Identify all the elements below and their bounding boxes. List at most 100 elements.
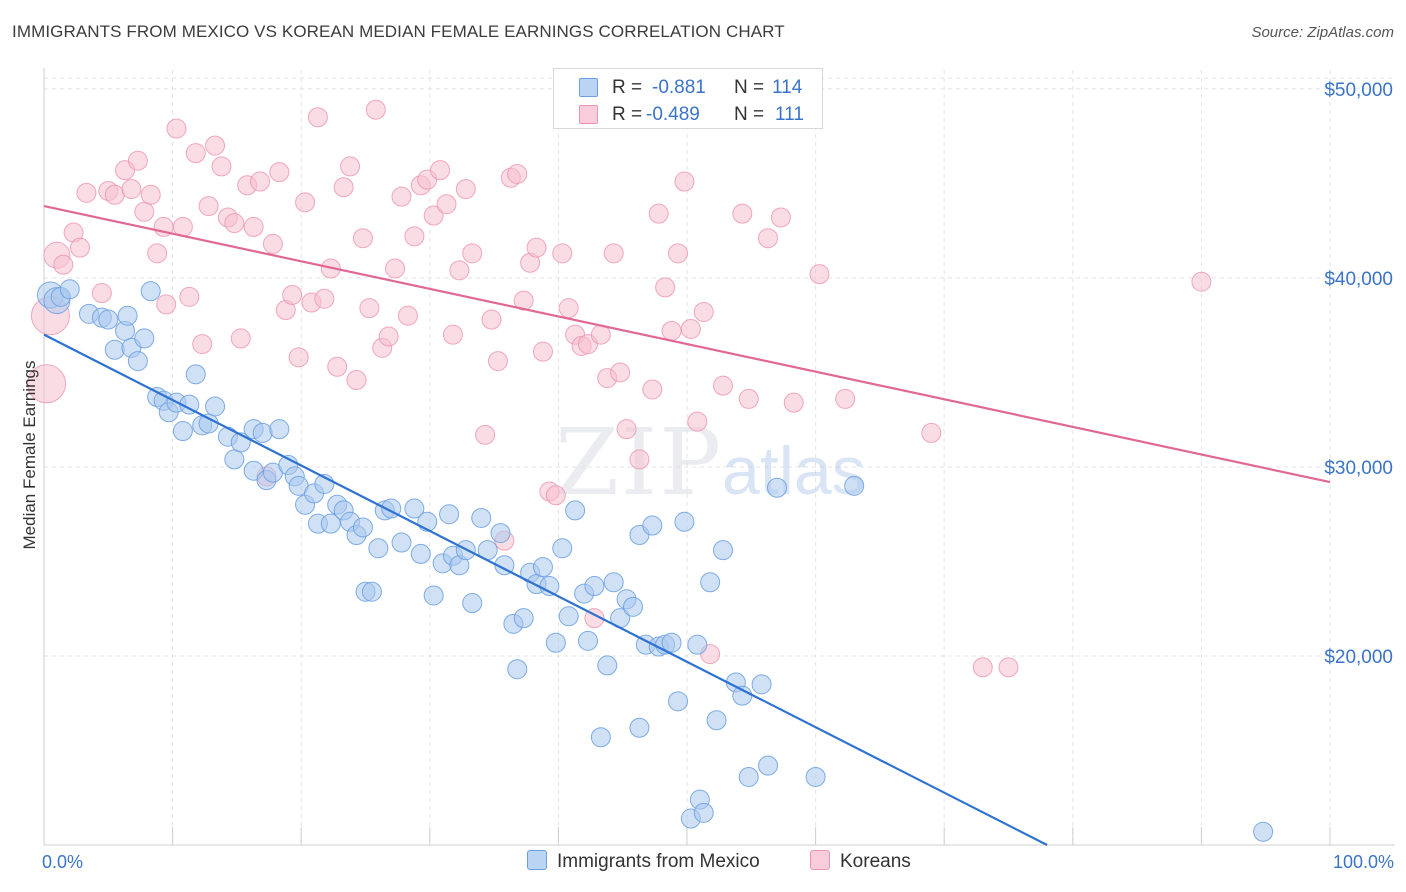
correlation-legend: R = -0.881 N = 114 R = -0.489 N = 111 xyxy=(553,68,823,129)
mexico-point xyxy=(471,507,492,528)
koreans-point xyxy=(91,283,112,304)
koreans-point xyxy=(661,320,682,341)
koreans-point xyxy=(295,192,316,213)
mexico-point xyxy=(693,802,714,823)
mexico-point xyxy=(758,755,779,776)
koreans-point xyxy=(610,362,631,383)
koreans-point xyxy=(616,419,637,440)
koreans-point xyxy=(423,205,444,226)
trend-lines xyxy=(43,205,1331,846)
legend-r-label: R = xyxy=(612,104,643,125)
koreans-point xyxy=(230,328,251,349)
mexico-point xyxy=(687,634,708,655)
koreans-point xyxy=(487,351,508,372)
legend-r-value: -0.881 xyxy=(652,77,706,98)
chart-source: Source: ZipAtlas.com xyxy=(1251,24,1394,41)
mexico-point xyxy=(713,540,734,561)
koreans-point xyxy=(104,184,125,205)
legend-n-label: N = xyxy=(734,104,765,125)
koreans-point xyxy=(526,237,547,258)
y-tick-label: $30,000 xyxy=(1324,458,1393,479)
mexico-point xyxy=(603,572,624,593)
koreans-trend-line xyxy=(43,205,1331,484)
mexico-point xyxy=(134,328,155,349)
koreans-point xyxy=(243,216,264,237)
koreans-point xyxy=(53,254,74,275)
koreans-point xyxy=(76,182,97,203)
koreans-point xyxy=(603,243,624,264)
mexico-point xyxy=(552,538,573,559)
legend-row-mexico: R = -0.881 N = 114 xyxy=(554,74,822,100)
koreans-point xyxy=(250,171,271,192)
koreans-point xyxy=(770,207,791,228)
koreans-point xyxy=(758,228,779,249)
legend-item-koreans: Koreans xyxy=(810,850,911,873)
koreans-point xyxy=(262,233,283,254)
legend-n-value: 111 xyxy=(775,104,804,125)
mexico-point xyxy=(844,475,865,496)
mexico-point xyxy=(661,632,682,653)
watermark: ZIP atlas xyxy=(555,409,866,516)
mexico-point xyxy=(391,532,412,553)
y-tick-label: $50,000 xyxy=(1324,80,1393,101)
mexico-point xyxy=(513,608,534,629)
mexico-point xyxy=(738,766,759,787)
x-axis-min-label: 0.0% xyxy=(42,852,84,872)
mexico-point xyxy=(172,421,193,442)
koreans-point xyxy=(667,243,688,264)
legend-item-mexico: Immigrants from Mexico xyxy=(527,850,760,873)
mexico-point xyxy=(767,477,788,498)
koreans-point xyxy=(352,228,373,249)
mexico-point xyxy=(490,523,511,544)
koreans-point xyxy=(545,485,566,506)
koreans-point xyxy=(140,184,161,205)
mexico-point xyxy=(629,717,650,738)
koreans-point xyxy=(359,298,380,319)
mexico-point xyxy=(584,576,605,597)
mexico-point xyxy=(205,396,226,417)
koreans-point xyxy=(648,203,669,224)
mexico-point xyxy=(507,659,528,680)
koreans-point xyxy=(346,370,367,390)
koreans-point xyxy=(378,326,399,347)
koreans-point xyxy=(783,392,804,413)
koreans-point xyxy=(27,364,67,404)
koreans-point xyxy=(921,422,942,443)
koreans-point xyxy=(185,143,206,164)
mexico-points xyxy=(36,279,1274,842)
koreans-point xyxy=(282,284,303,305)
chart-title: IMMIGRANTS FROM MEXICO VS KOREAN MEDIAN … xyxy=(12,22,785,41)
mexico-point xyxy=(185,364,206,385)
watermark-atlas: atlas xyxy=(722,433,866,509)
mexico-point xyxy=(642,515,663,536)
koreans-point xyxy=(532,341,553,362)
koreans-point xyxy=(558,298,579,319)
koreans-point xyxy=(629,449,650,470)
mexico-point xyxy=(117,305,138,326)
koreans-point xyxy=(340,156,361,177)
koreans-point xyxy=(835,388,856,409)
koreans-point xyxy=(327,356,348,377)
mexico-point xyxy=(410,543,431,564)
mexico-point xyxy=(622,596,643,617)
mexico-point xyxy=(462,593,483,614)
mexico-point xyxy=(674,511,695,532)
mexico-point xyxy=(368,538,389,559)
koreans-point xyxy=(365,99,386,120)
mexico-point xyxy=(404,498,425,519)
koreans-point xyxy=(809,264,830,285)
koreans-point xyxy=(998,657,1019,678)
y-tick-label: $40,000 xyxy=(1324,269,1393,290)
mexico-point xyxy=(751,674,772,695)
koreans-point xyxy=(269,162,290,183)
koreans-point xyxy=(713,375,734,396)
koreans-point xyxy=(455,179,476,200)
series-legend: Immigrants from Mexico Koreans xyxy=(0,850,1406,880)
mexico-point xyxy=(140,281,161,302)
mexico-point xyxy=(252,422,273,443)
koreans-point xyxy=(972,657,993,678)
koreans-point xyxy=(674,171,695,192)
mexico-point xyxy=(590,727,611,748)
mexico-point xyxy=(98,309,119,330)
